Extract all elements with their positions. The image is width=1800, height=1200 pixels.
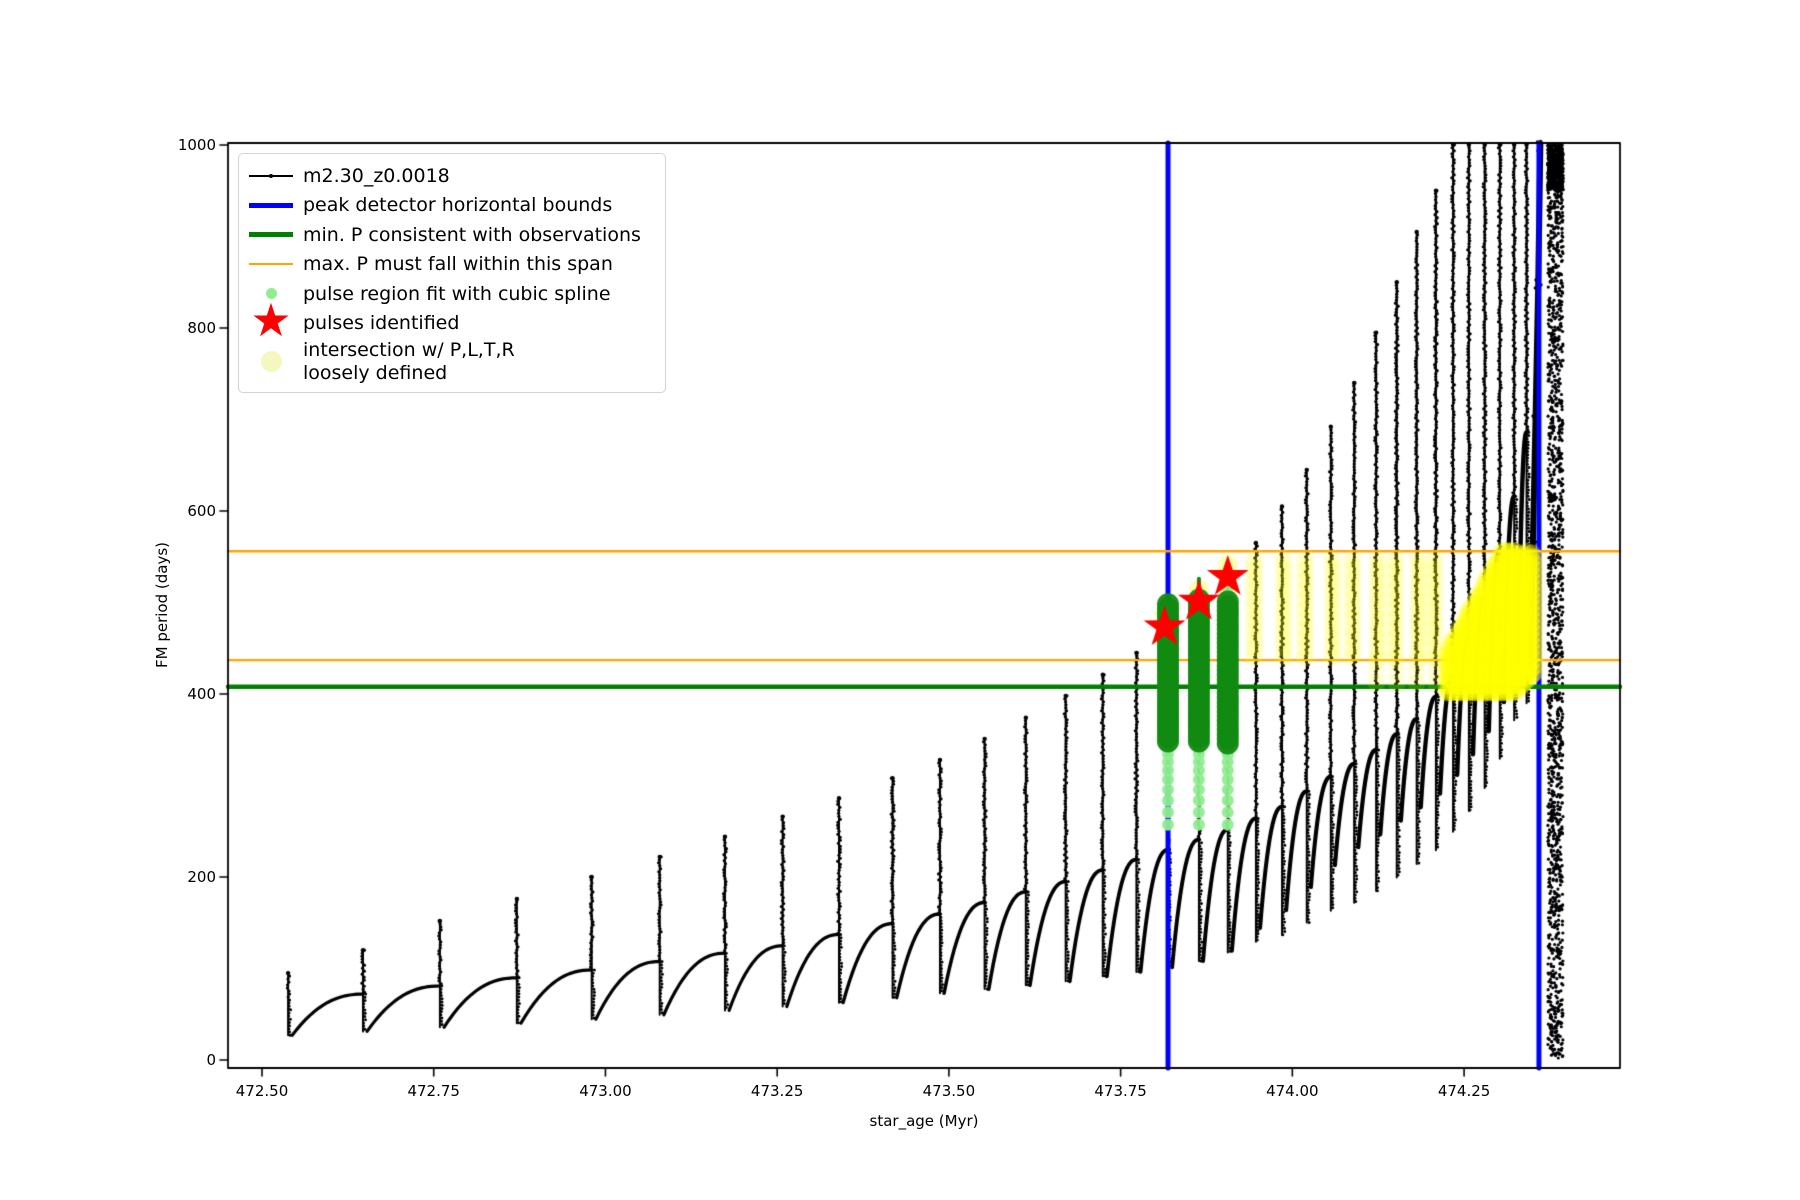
- x-tick-label: 473.75: [1094, 1082, 1147, 1100]
- legend-item-min-p: min. P consistent with observations: [239, 220, 659, 250]
- x-tick-label: 472.75: [407, 1082, 460, 1100]
- legend-label: max. P must fall within this span: [303, 253, 613, 276]
- y-tick-label: 0: [206, 1051, 216, 1069]
- x-tick-label: 472.50: [235, 1082, 289, 1100]
- legend-item-peak-bounds: peak detector horizontal bounds: [239, 191, 659, 221]
- y-tick-label: 1000: [177, 136, 216, 154]
- legend-item-intersection: intersection w/ P,L,T,R loosely defined: [239, 338, 659, 385]
- legend-item-pulses: ★ pulses identified: [239, 297, 659, 343]
- legend: m2.30_z0.0018 peak detector horizontal b…: [238, 153, 666, 393]
- x-tick-label: 473.50: [922, 1082, 976, 1100]
- x-tick-label: 474.25: [1437, 1082, 1491, 1100]
- legend-label: min. P consistent with observations: [303, 223, 641, 246]
- legend-label: m2.30_z0.0018: [303, 164, 450, 187]
- series-line-swatch: [239, 173, 303, 178]
- x-tick-label: 473.25: [750, 1082, 804, 1100]
- x-tick-label: 473.00: [579, 1082, 632, 1100]
- y-tick-label: 400: [187, 685, 216, 703]
- legend-item-max-p: max. P must fall within this span: [239, 250, 659, 280]
- star-icon: ★: [250, 293, 292, 348]
- green-dot-swatch: [239, 288, 303, 300]
- legend-label: pulses identified: [303, 312, 460, 335]
- blue-line-swatch: [239, 202, 303, 208]
- x-tick-label: 474.00: [1266, 1082, 1319, 1100]
- x-axis-label: star_age (Myr): [869, 1112, 979, 1130]
- legend-item-series: m2.30_z0.0018: [239, 161, 659, 191]
- y-tick-label: 800: [187, 319, 216, 337]
- green-line-swatch: [239, 232, 303, 238]
- y-axis-label: FM period (days): [153, 542, 171, 668]
- legend-label: intersection w/ P,L,T,R loosely defined: [303, 339, 515, 383]
- legend-label: pulse region fit with cubic spline: [303, 282, 611, 305]
- legend-label-line2: loosely defined: [303, 361, 448, 384]
- legend-label: peak detector horizontal bounds: [303, 194, 613, 217]
- yellow-dot-swatch: [239, 351, 303, 372]
- y-tick-label: 600: [187, 502, 216, 520]
- orange-line-swatch: [239, 263, 303, 266]
- legend-item-spline: pulse region fit with cubic spline: [239, 279, 659, 309]
- legend-label-line1: intersection w/ P,L,T,R: [303, 339, 515, 362]
- y-tick-label: 200: [187, 868, 216, 886]
